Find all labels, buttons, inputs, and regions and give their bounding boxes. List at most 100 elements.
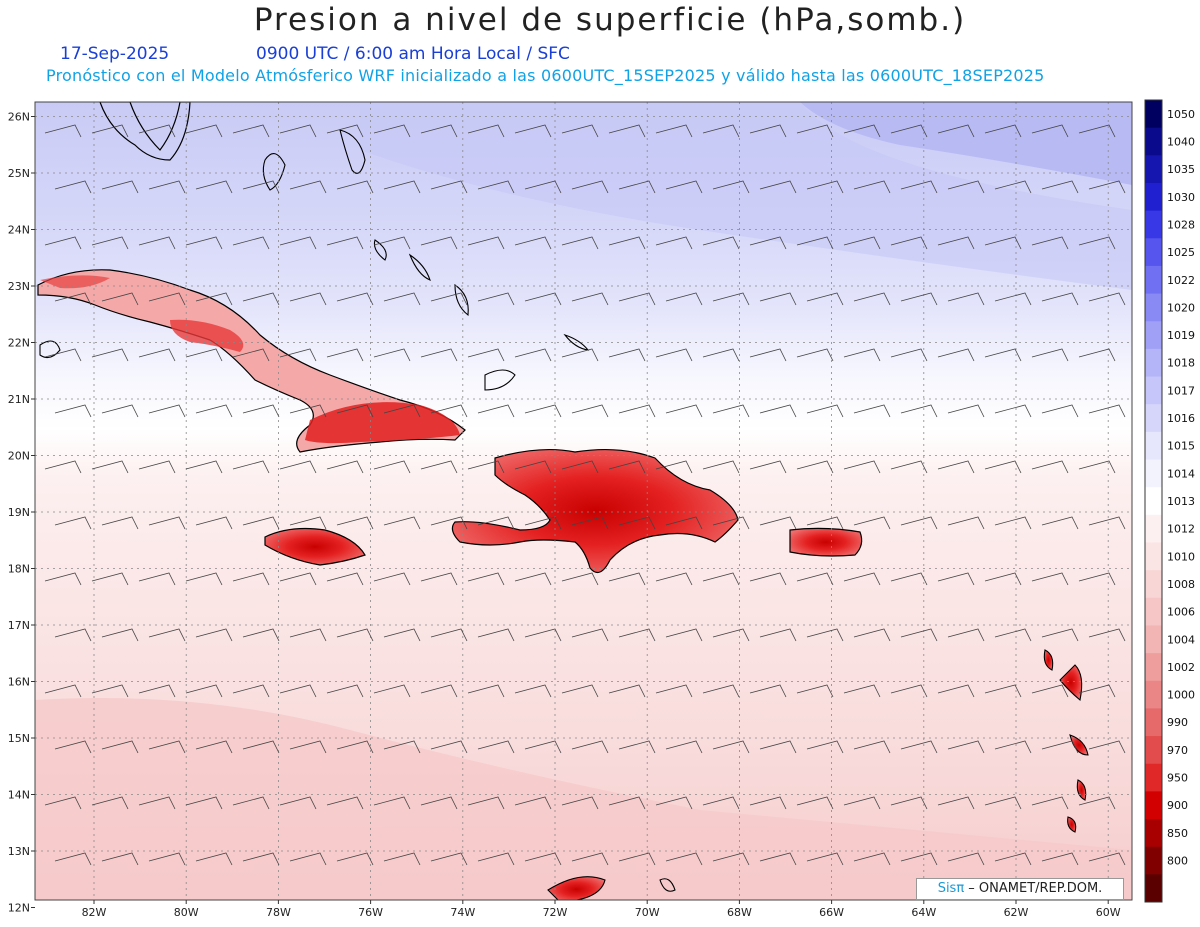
wind-barb (1041, 180, 1079, 194)
wind-barb (185, 348, 223, 362)
wind-barb (279, 348, 317, 362)
lat-label: 16N (8, 676, 30, 689)
wind-barb (900, 180, 938, 194)
colorbar-swatch (1145, 155, 1162, 184)
wind-barb (853, 516, 891, 530)
wind-barb (91, 348, 129, 362)
colorbar-swatch (1145, 210, 1162, 239)
wind-barb (561, 460, 599, 474)
wind-barb (44, 796, 82, 810)
wind-barb (279, 796, 317, 810)
wind-barb (890, 796, 928, 810)
wind-barb (524, 404, 562, 418)
colorbar-swatch (1145, 321, 1162, 350)
wind-barb (947, 292, 985, 306)
wind-barb (477, 180, 515, 194)
wind-barb (984, 460, 1022, 474)
wind-barb (806, 516, 844, 530)
colorbar-label: 1050 (1167, 108, 1195, 121)
pressure-map: 26N 25N 24N 23N 22N 21N 20N 19N 18N 17N 16N 15N 14N 1… (8, 99, 1195, 921)
wind-barb (655, 684, 693, 698)
wind-barb (712, 516, 750, 530)
wind-barb (571, 292, 609, 306)
wind-barb (1031, 348, 1069, 362)
wind-barb (1088, 180, 1126, 194)
wind-barb (994, 852, 1032, 866)
wind-barb (44, 236, 82, 250)
wind-barb (702, 124, 740, 138)
colorbar-label: 1014 (1167, 467, 1195, 480)
wind-barb (900, 516, 938, 530)
wind-barb (326, 348, 364, 362)
wind-barb (890, 124, 928, 138)
wind-barb (420, 236, 458, 250)
lat-label: 13N (8, 845, 30, 858)
wind-barb (420, 124, 458, 138)
lon-label: 72W (543, 906, 568, 919)
wind-barb (383, 180, 421, 194)
wind-barb (373, 348, 411, 362)
wind-barb (383, 292, 421, 306)
wind-barb (994, 404, 1032, 418)
wind-barb (759, 292, 797, 306)
wind-barb (1078, 684, 1116, 698)
wind-barb (524, 516, 562, 530)
lon-label: 68W (727, 906, 752, 919)
south-america-coast (547, 876, 606, 900)
wind-barb (336, 292, 374, 306)
wind-barb (336, 852, 374, 866)
wind-barb (853, 740, 891, 754)
colorbar-label: 1025 (1167, 246, 1195, 259)
wind-barb (749, 236, 787, 250)
wind-barb (618, 628, 656, 642)
wind-barb (185, 124, 223, 138)
wind-barb (656, 909, 692, 921)
wind-barb (759, 628, 797, 642)
wind-barb (467, 796, 505, 810)
wind-barb (91, 236, 129, 250)
wind-barb (655, 348, 693, 362)
wind-barb (561, 796, 599, 810)
colorbar-label: 850 (1167, 827, 1188, 840)
wind-barb (608, 796, 646, 810)
wind-barb (430, 404, 468, 418)
colorbar-swatch (1145, 597, 1162, 626)
wind-barb (1078, 348, 1116, 362)
wind-barb (430, 628, 468, 642)
wind-barb (1088, 516, 1126, 530)
wind-barb (101, 292, 139, 306)
wind-barbs (44, 124, 1126, 921)
wind-barb (289, 740, 327, 754)
colorbar-swatch (1145, 791, 1162, 820)
wind-barb (796, 236, 834, 250)
wind-barb (420, 348, 458, 362)
wind-barb (138, 124, 176, 138)
wind-barb (806, 292, 844, 306)
wind-barb (1078, 124, 1116, 138)
wind-barb (373, 572, 411, 586)
wind-barb (54, 180, 92, 194)
wind-barb (796, 684, 834, 698)
wind-barb (1078, 460, 1116, 474)
wind-barb (195, 628, 233, 642)
lat-label: 17N (8, 619, 30, 632)
wind-barb (373, 124, 411, 138)
wind-barb (383, 740, 421, 754)
wind-barb (571, 516, 609, 530)
wind-barb (665, 516, 703, 530)
colorbar-swatch (1145, 459, 1162, 488)
forecast-note: Pronóstico con el Modelo Atmósferico WRF… (46, 66, 1045, 85)
wind-barb (430, 292, 468, 306)
wind-barb (665, 404, 703, 418)
wind-barb (843, 572, 881, 586)
wind-barb (571, 404, 609, 418)
wind-barb (373, 460, 411, 474)
wind-barb (759, 740, 797, 754)
wind-barb (326, 124, 364, 138)
wind-barb (232, 348, 270, 362)
wind-barb (242, 516, 280, 530)
wind-barb (54, 404, 92, 418)
wind-barb (467, 460, 505, 474)
wind-barb (1078, 572, 1116, 586)
wind-barb (843, 348, 881, 362)
